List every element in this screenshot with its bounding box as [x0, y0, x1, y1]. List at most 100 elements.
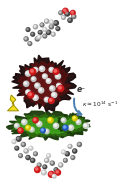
- Circle shape: [39, 88, 42, 91]
- Circle shape: [24, 82, 27, 84]
- Circle shape: [29, 42, 30, 44]
- Circle shape: [44, 97, 49, 102]
- Circle shape: [32, 77, 34, 80]
- Circle shape: [37, 35, 41, 39]
- Circle shape: [30, 128, 32, 130]
- Circle shape: [44, 166, 45, 167]
- Circle shape: [19, 154, 21, 156]
- Circle shape: [36, 37, 38, 39]
- Circle shape: [46, 30, 51, 35]
- Circle shape: [35, 167, 40, 173]
- Circle shape: [38, 36, 40, 37]
- Circle shape: [24, 149, 28, 153]
- Circle shape: [45, 158, 49, 162]
- Circle shape: [49, 67, 54, 72]
- Circle shape: [52, 174, 56, 178]
- Circle shape: [62, 119, 64, 121]
- Circle shape: [45, 19, 49, 23]
- Circle shape: [29, 146, 33, 150]
- Circle shape: [57, 27, 58, 29]
- Circle shape: [56, 74, 58, 77]
- Circle shape: [38, 30, 42, 34]
- Circle shape: [31, 77, 36, 81]
- Circle shape: [78, 143, 80, 145]
- Circle shape: [44, 28, 45, 30]
- Text: $\kappa$$\approx$$10^{14}$ s$^{-1}$: $\kappa$$\approx$$10^{14}$ s$^{-1}$: [82, 100, 118, 109]
- Circle shape: [77, 120, 79, 122]
- Circle shape: [27, 156, 28, 158]
- Circle shape: [26, 125, 30, 130]
- Polygon shape: [64, 119, 82, 129]
- Circle shape: [43, 28, 47, 31]
- Circle shape: [49, 98, 54, 103]
- Circle shape: [22, 143, 24, 145]
- Circle shape: [41, 129, 43, 131]
- Polygon shape: [18, 61, 71, 107]
- Polygon shape: [6, 111, 90, 140]
- Polygon shape: [18, 118, 80, 134]
- Circle shape: [19, 154, 22, 158]
- Circle shape: [35, 83, 40, 88]
- Circle shape: [43, 75, 45, 77]
- Circle shape: [34, 152, 37, 156]
- Circle shape: [45, 130, 47, 132]
- Circle shape: [50, 21, 52, 22]
- Text: e⁻: e⁻: [77, 85, 86, 94]
- Circle shape: [69, 145, 70, 147]
- Circle shape: [33, 95, 38, 100]
- Circle shape: [54, 21, 57, 23]
- Circle shape: [64, 9, 66, 11]
- Circle shape: [28, 92, 34, 98]
- Circle shape: [34, 118, 36, 121]
- Circle shape: [66, 152, 68, 154]
- Circle shape: [55, 170, 61, 175]
- Circle shape: [64, 159, 66, 161]
- Circle shape: [27, 28, 28, 30]
- Circle shape: [26, 156, 30, 160]
- Circle shape: [57, 84, 59, 86]
- Circle shape: [49, 99, 52, 101]
- Circle shape: [65, 11, 70, 16]
- Circle shape: [35, 168, 38, 170]
- Circle shape: [44, 35, 45, 36]
- Circle shape: [47, 79, 49, 81]
- Circle shape: [50, 25, 52, 27]
- Circle shape: [72, 156, 73, 158]
- Circle shape: [63, 8, 68, 13]
- Circle shape: [62, 15, 65, 19]
- Circle shape: [29, 127, 34, 132]
- Circle shape: [45, 159, 47, 161]
- Circle shape: [25, 37, 27, 39]
- Circle shape: [63, 159, 67, 162]
- Circle shape: [66, 12, 68, 14]
- Circle shape: [31, 32, 35, 36]
- Circle shape: [31, 70, 33, 72]
- Circle shape: [50, 68, 52, 70]
- Circle shape: [43, 165, 47, 169]
- Circle shape: [26, 126, 29, 128]
- Circle shape: [41, 24, 42, 25]
- Circle shape: [54, 168, 58, 172]
- Circle shape: [33, 67, 38, 72]
- Circle shape: [15, 124, 17, 126]
- Circle shape: [55, 168, 56, 170]
- Circle shape: [64, 126, 66, 128]
- Circle shape: [52, 92, 57, 98]
- Circle shape: [41, 128, 45, 133]
- Circle shape: [52, 33, 54, 35]
- Circle shape: [34, 25, 36, 27]
- Circle shape: [50, 161, 54, 165]
- Circle shape: [45, 20, 47, 22]
- Circle shape: [18, 128, 23, 133]
- Polygon shape: [25, 68, 63, 99]
- Circle shape: [25, 149, 27, 151]
- Circle shape: [71, 11, 73, 13]
- Circle shape: [54, 70, 57, 72]
- Circle shape: [42, 170, 46, 175]
- Circle shape: [52, 93, 55, 95]
- Circle shape: [69, 126, 72, 128]
- Circle shape: [37, 121, 42, 127]
- Circle shape: [34, 68, 36, 70]
- Polygon shape: [7, 95, 19, 111]
- Circle shape: [55, 74, 61, 79]
